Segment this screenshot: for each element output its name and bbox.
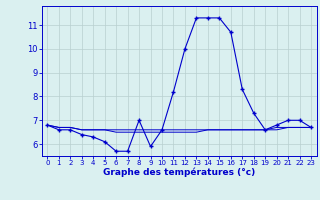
X-axis label: Graphe des températures (°c): Graphe des températures (°c) [103, 168, 255, 177]
